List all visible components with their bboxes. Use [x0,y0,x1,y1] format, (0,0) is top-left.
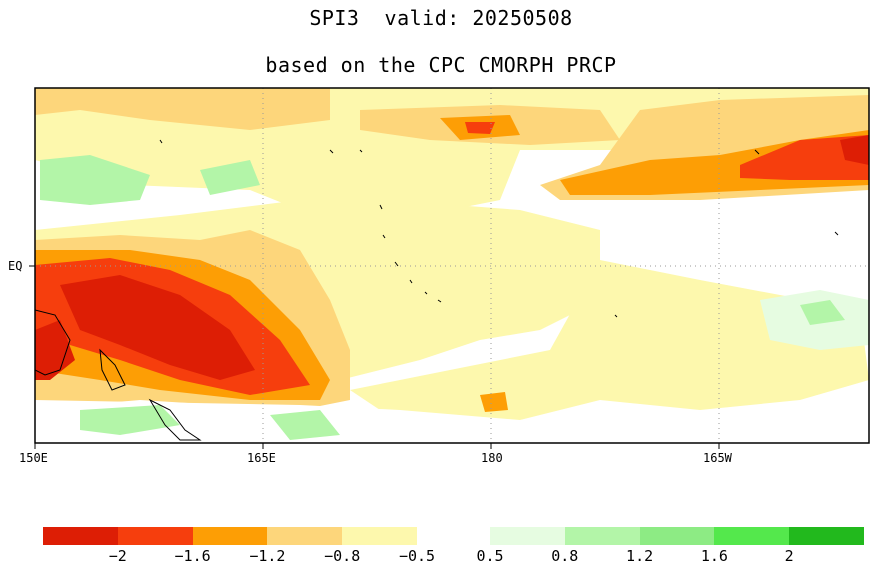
colorbar-wet-segment [564,527,640,545]
colorbar-label: −1.6 [174,547,211,565]
colorbar-label: −0.8 [324,547,361,565]
x-tick-label: 150E [19,451,48,465]
colorbar-label: 1.2 [626,547,654,565]
grid-lines [35,88,869,443]
x-tick-label: 165E [247,451,276,465]
colorbar-wet-segment [714,527,790,545]
colorbar-dry-segment [342,527,417,545]
colorbar-label: 0.5 [476,547,504,565]
colorbar-dry-segment [43,527,118,545]
anomaly-field [35,88,869,443]
colorbar-label: −1.2 [249,547,286,565]
x-tick-label: 165W [703,451,732,465]
colorbar-wet-segment [639,527,715,545]
colorbar-label: 1.6 [700,547,728,565]
colorbar-label: −2 [108,547,127,565]
colorbar-wet-segment [490,527,565,545]
colorbar-wet-segment [789,527,864,545]
colorbar-label: −0.5 [398,547,436,565]
x-tick-label: 180 [481,451,503,465]
colorbar-dry-segment [192,527,268,545]
colorbar-label: 0.8 [551,547,579,565]
colorbar-label: 2 [784,547,794,565]
y-tick-label: EQ [8,259,23,273]
colorbar-dry-segment [267,527,343,545]
map-subtitle: based on the CPC CMORPH PRCP [265,53,617,77]
colorbar-dry-segment [117,527,193,545]
map-title: SPI3 valid: 20250508 [309,6,573,30]
